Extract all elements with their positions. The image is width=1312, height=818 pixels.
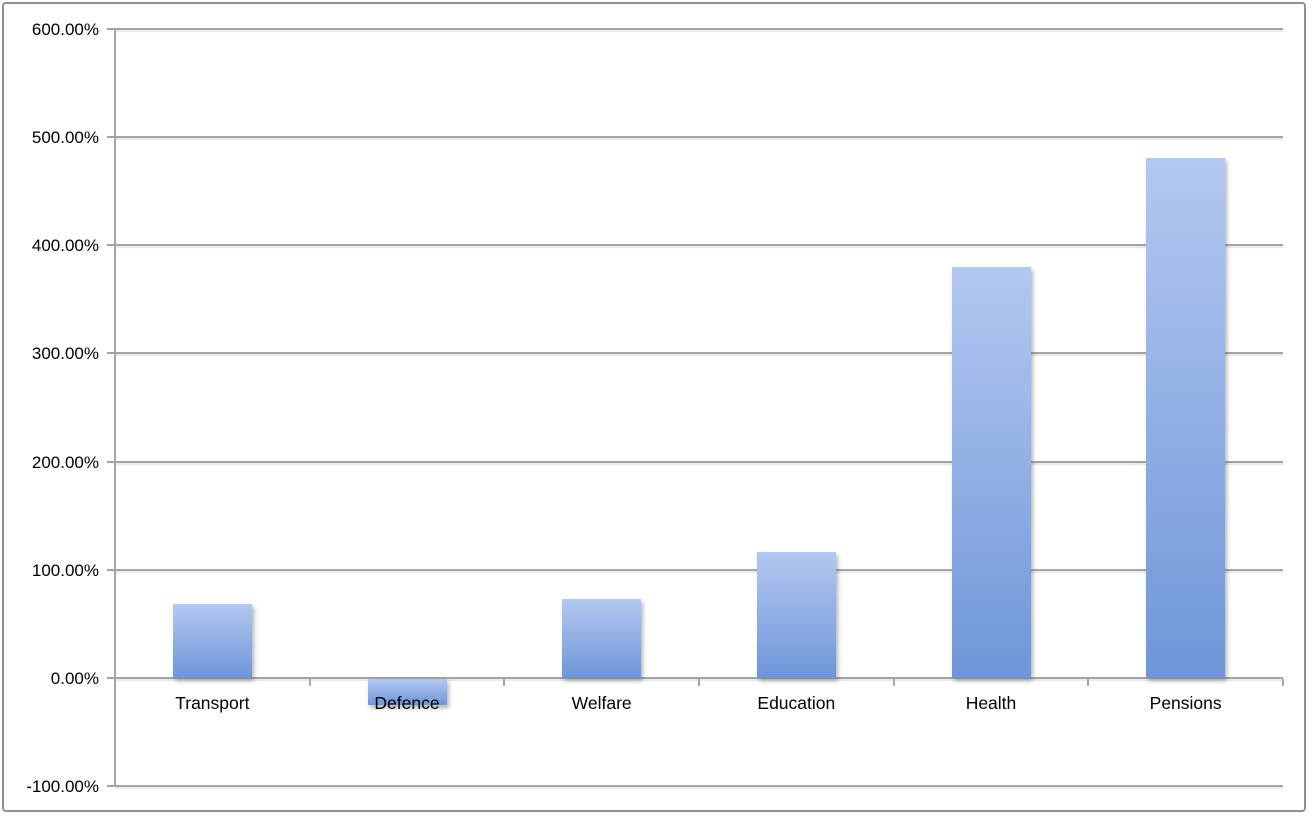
y-axis-label: 0.00% — [50, 668, 99, 688]
category-label-health: Health — [965, 693, 1017, 713]
bar-education — [756, 552, 836, 678]
y-axis-line — [114, 29, 116, 786]
category-label-education: Education — [757, 693, 836, 713]
bar-pensions — [1146, 157, 1226, 678]
category-label-pensions: Pensions — [1149, 693, 1222, 713]
y-axis-tick — [107, 28, 115, 30]
y-axis-label: 600.00% — [31, 20, 99, 39]
gridline — [115, 244, 1283, 247]
x-axis-tick — [308, 678, 311, 686]
category-label-transport: Transport — [175, 693, 250, 713]
y-axis-label: -100.00% — [26, 777, 99, 796]
gridline — [115, 568, 1283, 571]
y-axis-label: 400.00% — [31, 236, 99, 256]
x-axis-tick — [698, 678, 700, 686]
gridline — [115, 352, 1283, 355]
bar-health — [951, 266, 1031, 678]
category-label-welfare: Welfare — [571, 693, 632, 713]
gridline — [115, 28, 1283, 30]
x-axis-tick — [1087, 678, 1090, 686]
x-axis-tick — [503, 678, 506, 686]
y-axis-label: 300.00% — [31, 344, 99, 364]
gridline — [115, 460, 1283, 463]
bar-welfare — [562, 598, 642, 678]
y-axis-label: 100.00% — [31, 560, 99, 580]
y-axis-tick — [107, 244, 115, 247]
gridline — [115, 785, 1283, 787]
bar-transport — [172, 604, 252, 678]
category-label-defence: Defence — [374, 693, 440, 713]
y-axis-tick — [107, 568, 115, 571]
x-axis-tick — [1282, 678, 1284, 686]
gridline — [115, 136, 1283, 139]
y-axis-label: 200.00% — [31, 452, 99, 472]
bar-defence — [367, 678, 447, 705]
y-axis-tick — [107, 352, 115, 355]
y-axis-tick — [107, 460, 115, 463]
y-axis-label: 500.00% — [31, 128, 99, 148]
y-axis-tick — [107, 136, 115, 139]
gridline — [115, 676, 1283, 679]
y-axis-tick — [107, 785, 115, 787]
y-axis-tick — [107, 676, 115, 679]
x-axis-tick — [892, 678, 895, 686]
